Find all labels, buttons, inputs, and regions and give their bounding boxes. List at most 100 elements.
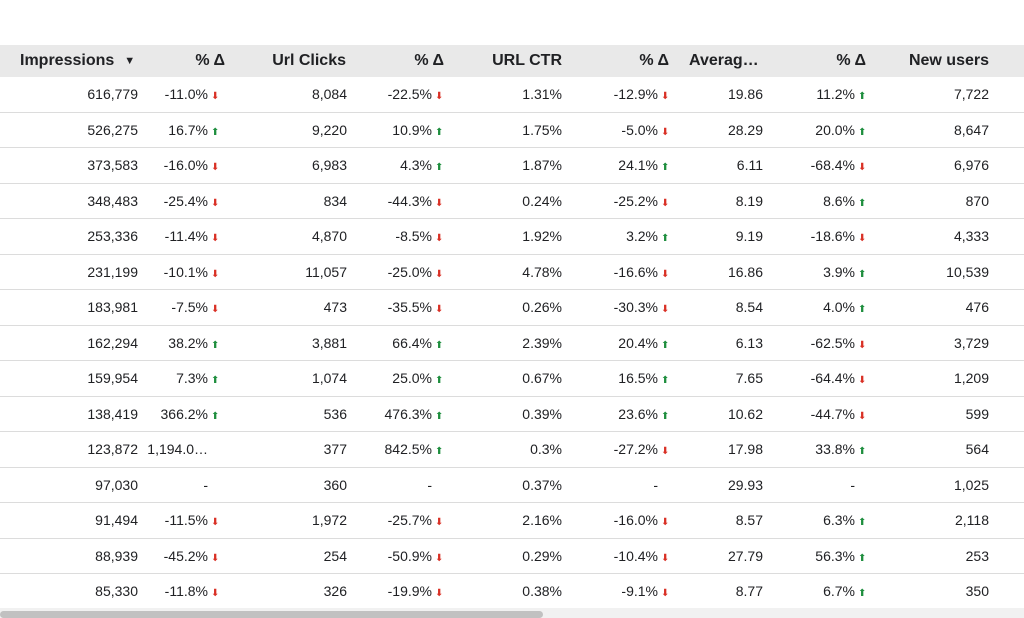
table-row[interactable]: 97,030 - 360 - 0.37% - 29.93 - 1,025 [0,468,1024,503]
cell-pct-delta-3-value: 20.4% [618,334,658,351]
cell-pct-delta-1: -11.4% ⬇ [165,219,220,254]
cell-impressions: 88,939 [95,539,138,574]
cell-pct-delta-2: -35.5% ⬇ [388,290,444,325]
cell-pct-delta-4: 6.3% ⬆ [823,503,866,538]
cell-pct-delta-2: 25.0% ⬆ [392,361,443,396]
cell-average: 27.79 [728,539,763,574]
cell-pct-delta-3: -10.4% ⬇ [614,539,670,574]
cell-average: 28.29 [728,113,763,148]
cell-url-ctr-value: 0.29% [522,547,562,564]
cell-pct-delta-3: -27.2% ⬇ [613,432,670,467]
table-row[interactable]: 373,583 -16.0% ⬇ 6,983 4.3% ⬆ 1.87% 24.1% ⬆ 6.11-… [0,148,1024,184]
arrow-down-icon: ⬇ [435,233,444,244]
header-pct-delta-2[interactable]: % Δ [414,52,444,69]
header-url-clicks[interactable]: Url Clicks [272,52,346,69]
arrow-up-icon: ⬆ [858,588,867,599]
cell-new-users: 8,647 [954,113,989,148]
cell-url-clicks: 1,972 [312,503,347,538]
cell-pct-delta-2: -8.5% ⬇ [395,219,443,254]
header-average[interactable]: Averag… [689,52,759,69]
cell-pct-delta-3-value: - [653,476,658,493]
cell-url-clicks-value: 254 [323,547,347,564]
arrow-up-icon: ⬆ [211,339,220,351]
arrow-up-icon: ⬆ [211,410,220,422]
table-row[interactable]: 123,872 1,194.0… 377 842.5% ⬆ 0.3% -27.2% ⬇ 17.9… [0,432,1024,468]
cell-pct-delta-2-value: -50.9% [387,547,432,564]
cell-url-ctr: 0.24% [522,184,562,219]
cell-average-value: 8.19 [735,192,763,209]
cell-url-ctr: 1.92% [522,219,562,254]
sort-down-icon[interactable]: ▼ [124,55,136,67]
table-row[interactable]: 348,483 -25.4% ⬇ 834 -44.3% ⬇ 0.24% -25.2% ⬇ 8.19… [0,184,1024,219]
cell-pct-delta-3: 24.1% ⬆ [618,148,669,183]
table-row[interactable]: 138,419 366.2% ⬆ 536 476.3% ⬆ 0.39% 23.6% ⬆ 10.62… [0,397,1024,432]
cell-url-clicks-value: 377 [323,441,347,457]
cell-pct-delta-2-value: -44.3% [387,192,432,209]
cell-average-value: 9.19 [735,228,763,244]
header-pct-delta-3[interactable]: % Δ [639,52,669,69]
cell-pct-delta-1: 7.3% ⬆ [176,361,219,396]
cell-url-clicks-value: 1,074 [311,370,347,386]
cell-pct-delta-2-value: -8.5% [395,228,432,244]
cell-url-clicks-value: 8,084 [311,86,347,102]
table-row[interactable]: 88,939 -45.2% ⬇ 254 -50.9% ⬇ 0.29% -10.4% ⬇ 27.79… [0,539,1024,574]
table-row[interactable]: 231,199 -10.1% ⬇ 11,057 -25.0% ⬇ 4.78% -16.6% ⬇ 1… [0,255,1024,290]
table-row[interactable]: 162,294 38.2% ⬆ 3,881 66.4% ⬆ 2.39% 20.4% ⬆ 6.13-… [0,326,1024,361]
cell-url-ctr-value: 2.39% [522,334,562,351]
table-row[interactable]: 85,330 -11.8% ⬇ 326 -19.9% ⬇ 0.38% -9.1% ⬇ 8.77 6.… [0,574,1024,610]
header-url-ctr[interactable]: URL CTR [492,52,562,69]
table-row[interactable]: 183,981 -7.5% ⬇ 473 -35.5% ⬇ 0.26% -30.3% ⬇ 8.54 4… [0,290,1024,326]
cell-new-users-value: 6,976 [953,157,989,173]
cell-average-value: 8.54 [735,299,763,315]
table-row[interactable]: 91,494 -11.5% ⬇ 1,972 -25.7% ⬇ 2.16% -16.0% ⬇ 8.5… [0,503,1024,539]
cell-pct-delta-4: 8.6% ⬆ [823,184,866,219]
header-pct-delta-4[interactable]: % Δ [836,52,866,69]
cell-impressions-value: 97,030 [95,476,138,493]
table-row[interactable]: 253,336 -11.4% ⬇ 4,870 -8.5% ⬇ 1.92% 3.2% ⬆ 9.19-… [0,219,1024,255]
cell-pct-delta-1-value: -45.2% [163,547,208,564]
cell-pct-delta-4: 4.0% ⬆ [823,290,866,325]
cell-pct-delta-4-value: 3.9% [823,263,855,280]
table-row[interactable]: 526,275 16.7% ⬆ 9,220 10.9% ⬆ 1.75% -5.0% ⬇ 28.29… [0,113,1024,148]
cell-impressions-value: 138,419 [87,405,138,422]
cell-pct-delta-2: 66.4% ⬆ [392,326,443,361]
scrollbar-thumb[interactable] [0,611,543,618]
table-row[interactable]: 159,954 7.3% ⬆ 1,074 25.0% ⬆ 0.67% 16.5% ⬆ 7.65 -6… [0,361,1024,397]
arrow-up-icon: ⬆ [858,91,867,102]
cell-pct-delta-2-value: 66.4% [392,334,432,351]
arrow-down-icon: ⬇ [211,162,220,173]
cell-new-users: 599 [966,397,989,432]
cell-pct-delta-1: 38.2% ⬆ [168,326,219,361]
cell-pct-delta-3: -30.3% ⬇ [614,290,670,325]
cell-average: 6.13 [736,326,763,361]
horizontal-scrollbar[interactable] [0,608,1024,618]
cell-url-clicks-value: 473 [323,299,347,315]
cell-url-clicks-value: 4,870 [311,228,347,244]
cell-pct-delta-3: 20.4% ⬆ [618,326,669,361]
cell-pct-delta-1-value: 7.3% [176,370,208,386]
cell-url-clicks: 11,057 [305,255,347,290]
cell-average-value: 29.93 [727,476,763,493]
cell-pct-delta-2: 10.9% ⬆ [392,113,443,148]
cell-new-users-value: 599 [965,405,989,422]
arrow-up-icon: ⬆ [858,304,867,315]
arrow-down-icon: ⬇ [435,588,444,599]
header-impressions[interactable]: Impressions ▼ [20,45,135,77]
cell-impressions: 97,030 [95,468,138,503]
cell-average-value: 6.11 [736,157,763,173]
cell-url-ctr: 0.37% [522,468,562,503]
header-new-users[interactable]: New users [908,52,989,69]
cell-pct-delta-2: 4.3% ⬆ [400,148,443,183]
header-pct-delta-1[interactable]: % Δ [195,52,225,69]
table-row[interactable]: 616,779 -11.0% ⬇ 8,084 -22.5% ⬇ 1.31% -12.9% ⬇ 19… [0,77,1024,113]
cell-url-ctr: 0.26% [522,290,562,325]
arrow-up-icon: ⬆ [661,339,670,351]
cell-pct-delta-1-value: - [203,476,208,493]
cell-pct-delta-2-value: - [427,476,432,493]
cell-pct-delta-2: -25.7% ⬇ [388,503,444,538]
cell-impressions: 526,275 [87,113,138,148]
cell-pct-delta-3-value: -27.2% [613,441,658,457]
cell-pct-delta-4: -64.4% ⬇ [811,361,867,396]
cell-url-ctr-value: 1.31% [522,86,562,102]
cell-average: 8.19 [736,184,763,219]
